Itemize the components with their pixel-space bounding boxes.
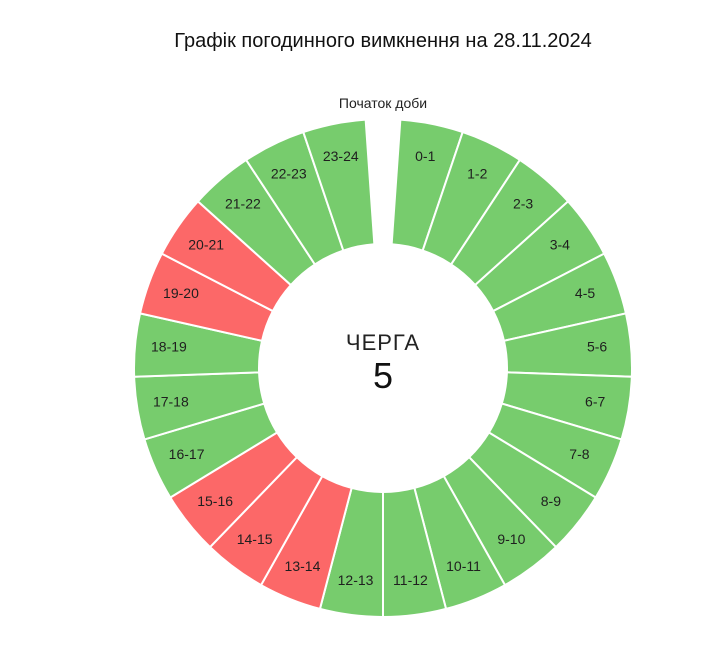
queue-number: 5 [372,355,394,396]
hour-label: 9-10 [497,531,525,547]
hour-label: 10-11 [446,558,481,574]
hour-label: 23-24 [323,148,359,164]
hour-label: 15-16 [197,493,233,509]
hour-label: 7-8 [569,446,589,462]
hour-label: 4-5 [575,285,595,301]
hour-segment-23-24[interactable] [302,118,376,252]
hour-label: 0-1 [415,148,435,164]
hour-label: 11-12 [393,572,428,588]
hour-label: 18-19 [151,339,187,355]
hour-label: 13-14 [285,558,321,574]
hour-label: 1-2 [467,165,487,181]
hour-label: 8-9 [541,493,561,509]
day-start-label: Початок доби [338,95,428,111]
hour-label: 22-23 [271,165,307,181]
hour-label: 21-22 [225,196,261,212]
hour-label: 3-4 [550,236,570,252]
hour-label: 14-15 [237,531,273,547]
hour-label: 17-18 [153,394,189,410]
hour-label: 16-17 [169,446,205,462]
queue-caption: ЧЕРГА [345,330,421,355]
hour-label: 6-7 [585,394,605,410]
hour-label: 2-3 [513,196,533,212]
hour-label: 19-20 [163,285,199,301]
hour-label: 5-6 [587,339,607,355]
hour-label: 20-21 [188,236,224,252]
chart-title: Графік погодинного вимкнення на 28.11.20… [174,30,592,52]
hour-label: 12-13 [338,572,374,588]
